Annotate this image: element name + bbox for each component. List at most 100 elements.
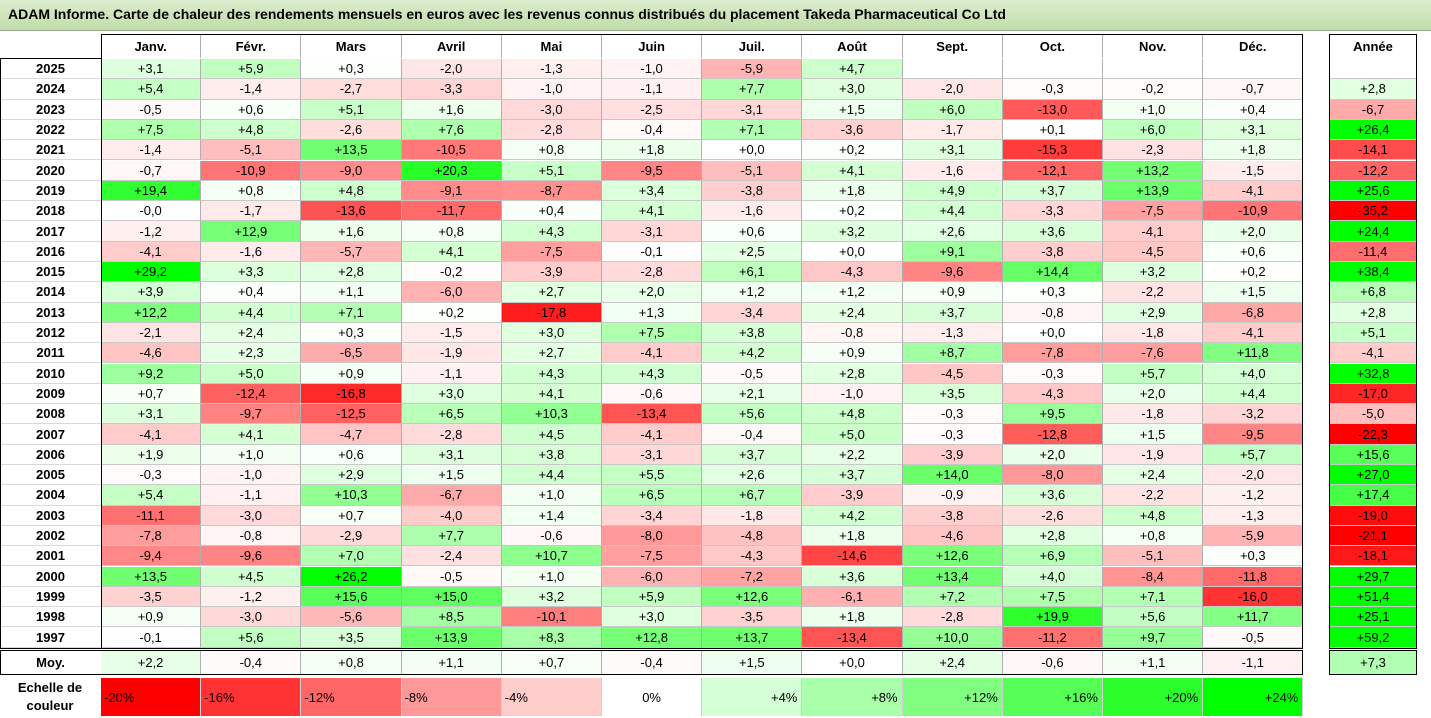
average-cell: -1,1 (1203, 650, 1304, 674)
year-label: 1999 (0, 587, 101, 608)
heatmap-cell: +4,4 (902, 201, 1003, 222)
month-header: Oct. (1003, 34, 1103, 58)
heatmap-cell: +3,0 (501, 322, 602, 344)
heatmap-cell: +5,6 (201, 627, 302, 648)
heatmap-cell: +4,4 (501, 465, 602, 486)
year-label: 2014 (0, 282, 101, 303)
heatmap-cell: -1,8 (1103, 322, 1204, 344)
heatmap-cell: -3,4 (602, 505, 703, 526)
heatmap-cell: +9,1 (902, 241, 1003, 262)
year-label: 2000 (0, 567, 101, 587)
heatmap-cell: -5,9 (702, 59, 803, 80)
heatmap-cell: -6,7 (401, 485, 502, 506)
heatmap-cell: +4,4 (1203, 383, 1304, 405)
heatmap-cell: -9,6 (201, 546, 302, 567)
heatmap-cell: +2,8 (1002, 525, 1103, 547)
heatmap-cell: +0,4 (1203, 99, 1304, 120)
heatmap-cell: -4,1 (1203, 180, 1304, 202)
annual-cell: +24,4 (1329, 221, 1417, 242)
heatmap-cell: -1,7 (201, 201, 302, 222)
heatmap-cell: +3,2 (1103, 262, 1204, 283)
heatmap-cell: -11,1 (101, 505, 202, 526)
annual-cell: -35,2 (1329, 201, 1417, 222)
heatmap-cell: -1,9 (1103, 444, 1204, 465)
average-label: Moy. (36, 654, 65, 670)
heatmap-cell: +2,8 (802, 363, 903, 384)
heatmap-cell: +0,6 (301, 444, 402, 465)
heatmap-cell: -2,6 (1002, 505, 1103, 526)
heatmap-cell: +0,8 (501, 140, 602, 161)
heatmap-cell: -0,1 (101, 627, 202, 648)
heatmap-cell: -4,1 (1203, 322, 1304, 344)
heatmap-cell: +8,3 (501, 627, 602, 648)
heatmap-cell: +2,0 (1103, 383, 1204, 405)
heatmap-cell: +13,7 (702, 627, 803, 648)
heatmap-cell: -3,5 (101, 586, 202, 608)
heatmap-cell: -6,0 (401, 282, 502, 303)
heatmap-cell: -3,3 (401, 79, 502, 100)
heatmap-cell: -11,7 (401, 201, 502, 222)
heatmap-cell: +0,6 (702, 221, 803, 242)
heatmap-cell: +14,0 (902, 465, 1003, 486)
heatmap-cell: +9,7 (1103, 627, 1204, 648)
month-header: Avril (402, 34, 502, 58)
annual-cell: +38,4 (1329, 262, 1417, 283)
heatmap-cell: +20,3 (401, 160, 502, 181)
heatmap-cell: +7,7 (702, 79, 803, 100)
heatmap-cell: -0,3 (902, 424, 1003, 445)
year-label: 2009 (0, 384, 101, 405)
heatmap-cell: -0,5 (702, 363, 803, 384)
heatmap-cell: -14,6 (802, 546, 903, 567)
heatmap-cell: -12,1 (1002, 160, 1103, 181)
heatmap-cell: +11,7 (1203, 607, 1304, 628)
heatmap-cell: -13,4 (602, 404, 703, 425)
heatmap-cell: +12,6 (902, 546, 1003, 567)
heatmap-cell: -1,1 (201, 485, 302, 506)
color-scale-swatch: +20% (1103, 678, 1204, 716)
heatmap-cell: -0,1 (602, 241, 703, 262)
heatmap-cell: -4,3 (702, 546, 803, 567)
heatmap-cell: +0,0 (802, 241, 903, 262)
heatmap-cell: +1,8 (802, 607, 903, 628)
heatmap-cell: -7,6 (1103, 343, 1204, 364)
color-scale-swatch: -8% (401, 678, 502, 716)
heatmap-cell: +0,3 (301, 322, 402, 344)
year-label: 2024 (0, 79, 101, 100)
heatmap-cell: +0,0 (1002, 322, 1103, 344)
heatmap-cell: +2,7 (501, 343, 602, 364)
heatmap-cell: +7,7 (401, 525, 502, 547)
year-label: 2001 (0, 546, 101, 567)
heatmap-cell: +1,8 (1203, 140, 1304, 161)
heatmap-cell: +0,3 (1203, 546, 1304, 567)
month-header: Févr. (201, 34, 302, 58)
heatmap-cell: +0,8 (201, 180, 302, 202)
heatmap-cell: -4,1 (602, 424, 703, 445)
heatmap-cell: -3,0 (201, 607, 302, 628)
heatmap-cell: +6,5 (602, 485, 703, 506)
heatmap-cell: -0,7 (101, 160, 202, 181)
heatmap-cell: +0,8 (401, 221, 502, 242)
annual-cell: +17,4 (1329, 485, 1417, 506)
heatmap-cell: +4,8 (1103, 505, 1204, 526)
color-scale-swatch: 0% (602, 678, 703, 716)
month-header: Juin (602, 34, 703, 58)
heatmap-cell: +3,6 (802, 566, 903, 587)
heatmap-cell: +4,8 (802, 404, 903, 425)
heatmap-cell: +3,7 (1002, 180, 1103, 202)
heatmap-cell: +15,0 (401, 586, 502, 608)
heatmap-cell: +4,4 (201, 302, 302, 323)
heatmap-cell: -11,2 (1002, 627, 1103, 648)
heatmap-cell: +0,3 (1002, 282, 1103, 303)
heatmap-cell: -0,2 (1103, 79, 1204, 100)
heatmap-cell: -6,1 (802, 586, 903, 608)
heatmap-cell: -4,5 (1103, 241, 1204, 262)
heatmap-cell: +13,2 (1103, 160, 1204, 181)
heatmap-cell: -4,0 (401, 505, 502, 526)
heatmap-cell: -3,8 (1002, 241, 1103, 262)
heatmap-cell: -10,9 (1203, 201, 1304, 222)
year-label: 2003 (0, 506, 101, 526)
heatmap-cell: +0,6 (1203, 241, 1304, 262)
annual-cell: +59,2 (1329, 627, 1417, 648)
heatmap-cell: -5,1 (1103, 546, 1204, 567)
heatmap-cell: -2,6 (301, 119, 402, 141)
